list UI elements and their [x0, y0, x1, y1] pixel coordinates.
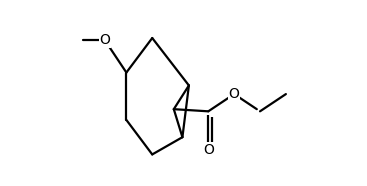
Text: O: O [229, 87, 240, 101]
Text: O: O [203, 143, 214, 157]
Text: O: O [99, 33, 110, 47]
